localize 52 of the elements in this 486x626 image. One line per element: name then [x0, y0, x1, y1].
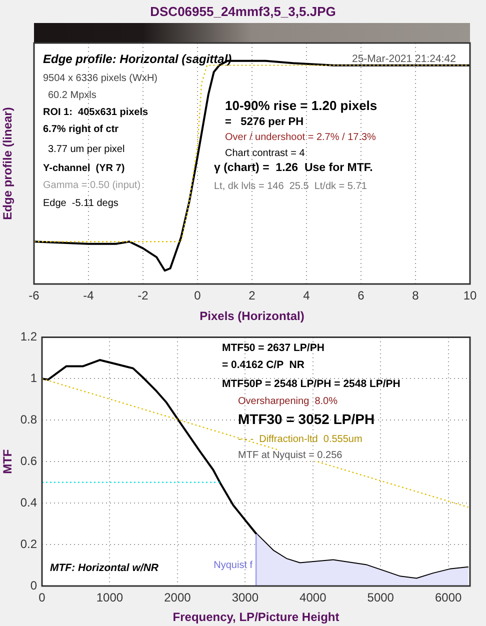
annotation: Nyquist f: [214, 560, 253, 572]
annotation: Edge -5.11 degs: [43, 198, 118, 209]
annotation: MTF30 = 3052 LP/PH: [238, 411, 375, 427]
annotation: 60.2 Mpxls: [48, 90, 96, 101]
y-tick-label: 0.4: [20, 495, 38, 510]
annotation: ROI 1: 405x631 pixels: [43, 107, 148, 118]
x-tick-label: 2000: [164, 590, 192, 605]
x-tick-label: -6: [28, 288, 40, 303]
x-tick-label: 2: [248, 288, 256, 303]
x-axis-title: Frequency, LP/Picture Height: [172, 610, 340, 624]
y-axis-title: MTF: [0, 449, 15, 474]
annotation: Gamma = 0.50 (input): [43, 180, 141, 191]
y-tick-label: 0: [30, 578, 38, 592]
x-tick-label: 5000: [367, 590, 394, 605]
x-tick-label: 4000: [300, 590, 327, 605]
annotation: Over / undershoot = 2.7% / 17.3%: [225, 132, 376, 143]
y-axis-title: Edge profile (linear): [0, 107, 15, 220]
x-tick-label: 6: [358, 288, 365, 303]
annotation: MTF at Nyquist = 0.256: [238, 450, 342, 461]
x-tick-label: 3000: [232, 590, 259, 605]
chart-title: DSC06955_24mmf3,5_3,5.JPG: [149, 4, 337, 19]
annotation: 25-Mar-2021 21:24:42: [352, 53, 456, 65]
y-tick-label: 0.6: [20, 454, 38, 468]
annotation: γ (chart) = 1.26 Use for MTF.: [214, 162, 373, 174]
annotation: MTF: Horizontal w/NR: [50, 562, 158, 574]
x-tick-label: 8: [412, 288, 420, 303]
x-axis-title: Pixels (Horizontal): [200, 309, 304, 324]
annotation: 6.7% right of ctr: [43, 124, 119, 135]
annotation: 9504 x 6336 pixels (WxH): [43, 73, 158, 84]
y-tick-label: 0.2: [20, 536, 38, 551]
annotation: = 5276 per PH: [225, 116, 304, 128]
x-tick-label: 0: [194, 288, 202, 303]
annotation: MTF50 = 2637 LP/PH: [222, 342, 324, 354]
x-tick-label: 4: [303, 288, 310, 303]
annotation: Lt, dk lvls = 146 25.5 Lt/dk = 5.71: [214, 181, 367, 192]
annotation: Y-channel (YR 7): [43, 163, 125, 174]
x-tick-label: 1000: [96, 590, 124, 605]
y-tick-label: 1.2: [20, 330, 38, 344]
x-tick-label: 10: [463, 288, 477, 303]
annotation: Edge profile: Horizontal (sagittal): [43, 52, 232, 66]
annotation: MTF50P = 2548 LP/PH = 2548 LP/PH: [222, 378, 400, 390]
y-tick-label: 1: [30, 370, 38, 385]
annotation: = 0.4162 C/P NR: [222, 359, 304, 371]
x-tick-label: -4: [83, 288, 94, 303]
annotation: - - - Diffraction-ltd 0.555um: [238, 434, 362, 445]
annotation: 3.77 um per pixel: [48, 144, 125, 155]
x-tick-label: 6000: [434, 590, 462, 605]
annotation: Chart contrast = 4: [225, 148, 305, 159]
annotation: Oversharpening 8.0%: [238, 396, 338, 407]
x-tick-label: -2: [138, 288, 149, 303]
annotation: 10-90% rise = 1.20 pixels: [225, 98, 378, 113]
y-tick-label: 0.8: [20, 412, 38, 426]
